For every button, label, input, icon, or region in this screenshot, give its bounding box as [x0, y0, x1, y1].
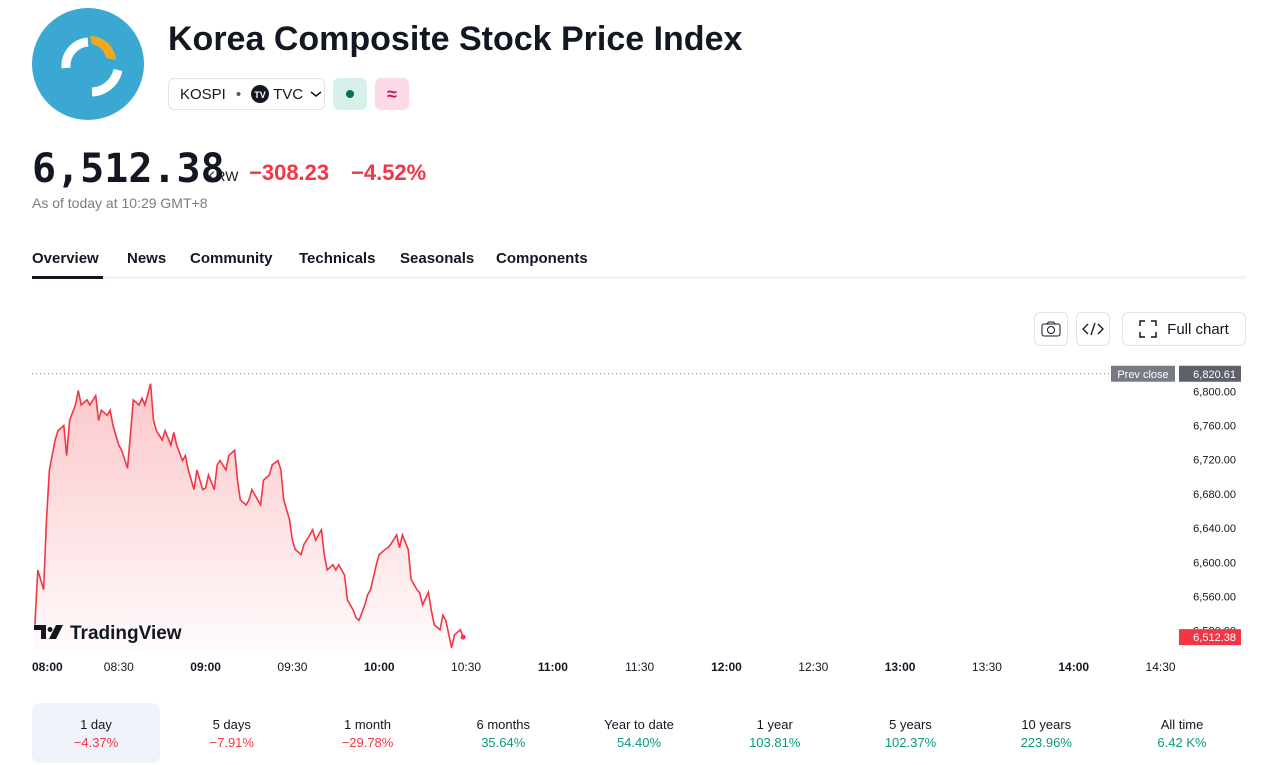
y-tick-label: 6,720.00	[1193, 455, 1236, 467]
symbol-chip[interactable]: KOSPI • TV TVC	[168, 78, 325, 110]
y-tick-label: 6,600.00	[1193, 557, 1236, 569]
as-of: As of today at 10:29 GMT+8	[32, 195, 208, 211]
x-tick-label: 11:00	[538, 660, 568, 674]
last-tag	[1179, 629, 1241, 646]
status-chip[interactable]	[333, 78, 367, 110]
camera-icon	[1041, 321, 1061, 337]
x-tick-label: 12:00	[711, 660, 742, 674]
period-change: 102.37%	[884, 735, 937, 750]
chevron	[310, 91, 322, 97]
period[interactable]: 5 years 102.37%	[847, 703, 975, 763]
embed-icon	[1082, 322, 1104, 336]
period-label: 5 days	[212, 717, 251, 732]
expand-icon	[1139, 320, 1157, 338]
price-line	[34, 383, 464, 648]
symbol: KOSPI	[180, 85, 226, 103]
prev-close-value: 6,820.61	[1193, 369, 1236, 381]
period[interactable]: Year to date 54.40%	[575, 703, 703, 763]
period[interactable]: All time 6.42 K%	[1118, 703, 1246, 763]
y-tick-label: 6,560.00	[1193, 591, 1236, 603]
period[interactable]: 10 years 223.96%	[982, 703, 1110, 763]
x-tick-label: 13:00	[885, 660, 916, 674]
period[interactable]: 1 month −29.78%	[304, 703, 432, 763]
x-tick-label: 09:00	[190, 660, 221, 674]
prev-close-tag	[1111, 365, 1175, 382]
separator: •	[235, 85, 242, 103]
status-dot	[346, 90, 354, 98]
prev-close-value-tag	[1179, 365, 1241, 382]
alt-chip[interactable]: ≈	[375, 78, 409, 110]
svg-text:TV: TV	[254, 90, 266, 100]
chart: 6,520.006,560.006,600.006,640.006,680.00…	[31, 365, 1241, 674]
x-tick-label: 13:30	[972, 660, 1002, 674]
period-change: −4.37%	[73, 735, 119, 750]
period-change: 223.96%	[1020, 735, 1072, 750]
x-tick-label: 10:00	[364, 660, 395, 674]
period-change: 35.64%	[481, 735, 526, 750]
brand: TradingView	[70, 623, 182, 644]
period-label: 1 day	[80, 717, 112, 732]
x-tick-label: 14:00	[1058, 660, 1089, 674]
y-tick-label: 6,760.00	[1193, 421, 1236, 433]
period-label: 5 years	[889, 717, 932, 732]
period-label: All time	[1160, 717, 1204, 732]
title: Korea Composite Stock Price Index	[168, 20, 743, 58]
prev-close-label: Prev close	[1117, 369, 1168, 381]
x-tick-label: 09:30	[277, 660, 307, 674]
tab[interactable]: News	[127, 250, 167, 267]
period[interactable]: 6 months 35.64%	[439, 703, 567, 763]
y-tick-label: 6,800.00	[1193, 386, 1236, 398]
period-change: 103.81%	[749, 735, 801, 750]
period[interactable]: 5 days −7.91%	[168, 703, 296, 763]
x-tick-label: 12:30	[798, 660, 828, 674]
tab-rule	[32, 276, 1246, 279]
last-tag-label: 6,512.38	[1193, 632, 1236, 644]
period[interactable]: 1 day −4.37%	[32, 703, 160, 763]
period-label: 10 years	[1021, 717, 1072, 732]
last-point	[460, 634, 466, 640]
brand-logo	[34, 625, 63, 639]
tab[interactable]: Technicals	[299, 250, 376, 267]
price: 6,512.38	[32, 146, 225, 192]
full-chart-button[interactable]: Full chart	[1122, 312, 1246, 346]
full-chart-label: Full chart	[1167, 320, 1229, 338]
period-label: Year to date	[604, 717, 674, 732]
tab[interactable]: Community	[190, 250, 273, 267]
period-label: 6 months	[476, 717, 530, 732]
change-pct: −4.52%	[351, 160, 427, 185]
embed-button[interactable]	[1076, 312, 1110, 346]
tab[interactable]: Seasonals	[400, 250, 475, 267]
tab-indicator	[32, 276, 103, 279]
x-tick-label: 11:30	[625, 660, 654, 674]
snapshot-button[interactable]	[1034, 312, 1068, 346]
period-label: 1 month	[344, 717, 391, 732]
period-change: −29.78%	[341, 735, 394, 750]
logo	[32, 8, 144, 120]
period-label: 1 year	[756, 717, 793, 732]
exchange: TVC	[273, 85, 304, 103]
period-change: 6.42 K%	[1157, 735, 1207, 750]
tab[interactable]: Components	[496, 250, 588, 267]
y-tick-label: 6,640.00	[1193, 523, 1236, 535]
x-tick-label: 08:00	[32, 660, 63, 674]
change: −308.23	[249, 160, 330, 185]
x-tick-label: 10:30	[451, 660, 481, 674]
x-tick-label: 08:30	[104, 660, 134, 674]
x-tick-label: 14:30	[1146, 660, 1176, 674]
period[interactable]: 1 year 103.81%	[711, 703, 839, 763]
exchange-icon: TV	[251, 85, 270, 103]
period-change: 54.40%	[616, 735, 662, 750]
period-change: −7.91%	[209, 735, 254, 750]
y-tick-label: 6,680.00	[1193, 489, 1236, 501]
tab[interactable]: Overview	[32, 250, 99, 267]
area	[34, 383, 464, 652]
currency: KRW	[206, 168, 239, 184]
